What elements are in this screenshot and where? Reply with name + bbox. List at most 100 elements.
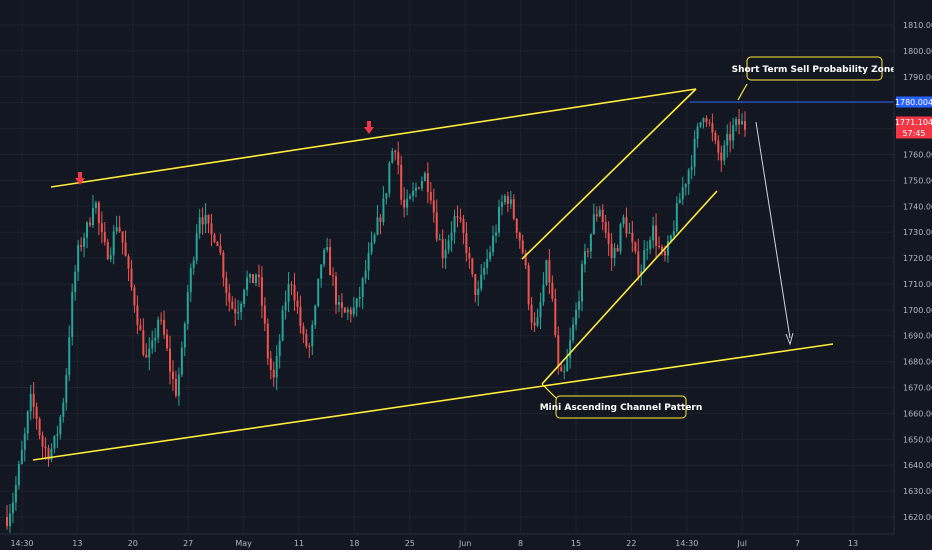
candle-body	[186, 292, 189, 324]
candle-body	[35, 406, 38, 419]
candle-body	[471, 258, 474, 275]
candle-body	[655, 225, 658, 246]
candle-body	[228, 292, 231, 302]
candle-body	[77, 245, 80, 272]
mini-channel-annotation[interactable]: Mini Ascending Channel Pattern	[540, 395, 703, 419]
candle-body	[569, 340, 572, 358]
candle-body	[640, 271, 643, 275]
time-tick-label: Jul	[736, 539, 747, 548]
candle-body	[296, 300, 299, 307]
candle-body	[744, 121, 746, 130]
candle-body	[589, 233, 592, 252]
price-tick-label: 1670.000	[903, 384, 932, 393]
candle-body	[148, 348, 151, 358]
candle-body	[17, 463, 20, 486]
candle-body	[133, 287, 136, 306]
candle-body	[361, 278, 364, 298]
candle-body	[394, 150, 397, 153]
candle-body	[575, 309, 578, 325]
candle-body	[741, 121, 744, 125]
candle-body	[237, 312, 240, 314]
candle-body	[160, 319, 163, 321]
candle-body	[714, 132, 717, 141]
candle-body	[53, 435, 56, 449]
candle-body	[249, 274, 252, 278]
candle-body	[409, 196, 412, 199]
price-tick-label: 1690.000	[903, 332, 932, 341]
candle-body	[346, 309, 349, 313]
sell-zone-annotation[interactable]: Short Term Sell Probability Zone	[732, 56, 897, 81]
price-tag-bg	[896, 127, 932, 139]
price-tick-label: 1800.000	[903, 47, 932, 56]
candle-body	[492, 235, 495, 253]
candle-body	[145, 354, 148, 358]
candle-body	[598, 209, 601, 217]
price-tick-label: 1630.000	[903, 487, 932, 496]
candle-body	[551, 282, 554, 299]
candle-body	[634, 242, 637, 252]
price-tag-label: 57:45	[902, 129, 925, 138]
time-tick-label: 20	[128, 539, 138, 548]
candle-body	[23, 433, 26, 450]
candle-body	[435, 212, 438, 240]
candle-body	[254, 274, 257, 283]
time-tick-label: May	[235, 539, 252, 548]
candle-body	[536, 317, 539, 326]
candle-body	[118, 227, 121, 232]
upper-channel-line	[50, 88, 697, 188]
candle-body	[252, 274, 254, 283]
candle-body	[166, 334, 169, 349]
candle-body	[222, 252, 225, 278]
candle-body	[616, 248, 619, 252]
candle-body	[204, 214, 207, 225]
candle-body	[406, 198, 409, 208]
candle-body	[563, 371, 566, 373]
projection-arrowhead-icon	[785, 332, 794, 346]
candle-body	[438, 239, 441, 241]
candle-body	[83, 237, 86, 248]
candle-body	[397, 152, 400, 165]
price-axis[interactable]	[894, 0, 932, 534]
candle-body	[693, 138, 696, 167]
candle-body	[483, 267, 486, 275]
candle-body	[302, 326, 305, 335]
candle-body	[355, 298, 358, 308]
candle-body	[637, 251, 640, 275]
candle-body	[489, 252, 492, 259]
candle-body	[631, 232, 634, 243]
candle-body	[32, 393, 35, 407]
candle-body	[103, 231, 106, 242]
candle-body	[180, 347, 183, 375]
candle-body	[272, 369, 275, 378]
candle-body	[74, 271, 77, 292]
candle-body	[705, 118, 708, 123]
time-tick-label: 8	[518, 539, 523, 548]
candle-body	[696, 126, 699, 139]
candle-body	[735, 118, 738, 126]
candle-body	[486, 258, 489, 268]
candle-body	[423, 173, 426, 181]
candle-body	[723, 145, 726, 161]
candle-body	[6, 517, 8, 527]
candle-body	[127, 256, 130, 269]
candle-body	[373, 234, 376, 243]
candle-body	[59, 416, 62, 435]
candle-body	[240, 303, 243, 313]
candle-body	[658, 245, 661, 247]
candle-body	[314, 305, 317, 325]
price-tick-label: 1720.000	[903, 254, 932, 263]
candle-body	[391, 150, 394, 163]
candle-body	[47, 448, 50, 460]
candle-body	[358, 297, 361, 299]
candle-body	[512, 199, 515, 219]
candle-body	[11, 502, 14, 514]
candle-body	[495, 232, 498, 236]
time-tick-label: Jun	[458, 539, 472, 548]
candle-body	[503, 196, 506, 203]
candle-body	[403, 199, 406, 208]
candle-body	[672, 231, 675, 236]
candle-body	[586, 251, 589, 253]
candle-body	[548, 260, 551, 283]
candle-body	[738, 118, 741, 125]
